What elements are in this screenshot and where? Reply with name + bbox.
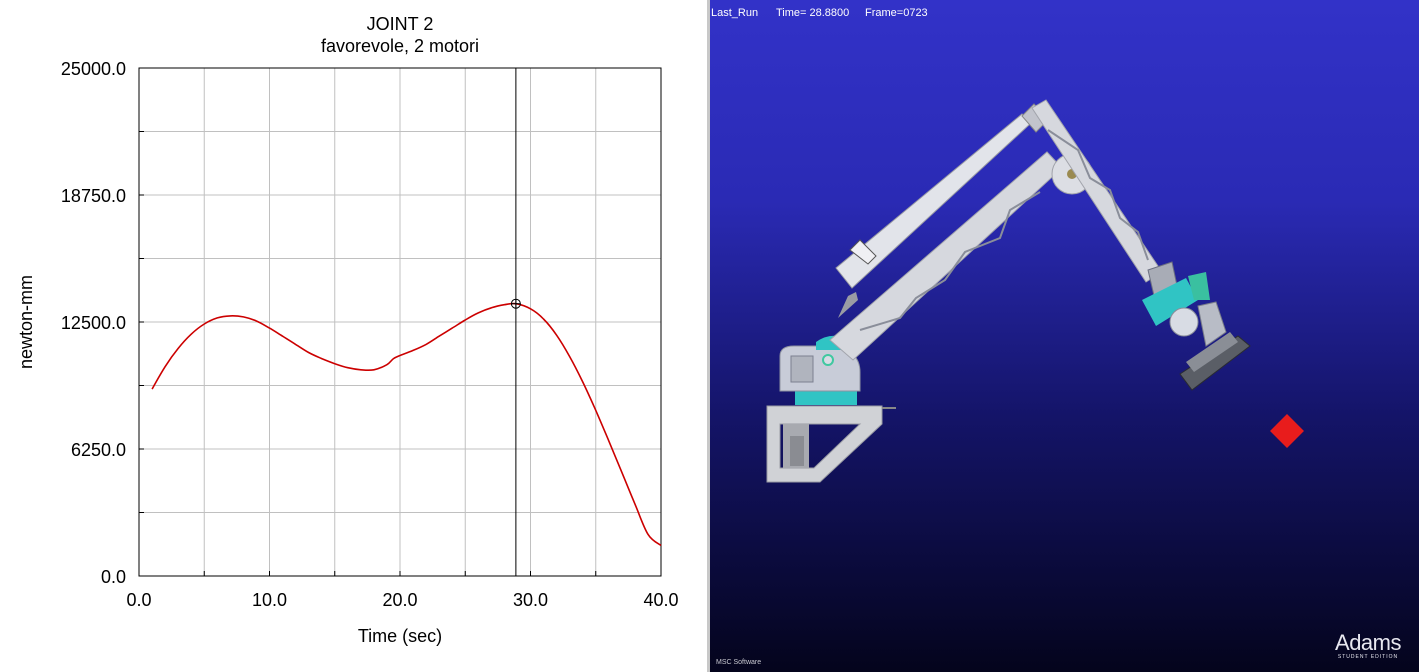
x-axis-label: Time (sec)	[358, 626, 442, 646]
robot-arm-model[interactable]	[710, 0, 1419, 672]
run-name-label: Last_Run	[711, 7, 759, 19]
wrist-assembly[interactable]	[1142, 261, 1251, 391]
brand-name: Adams	[1335, 630, 1401, 655]
y-tick-label: 25000.0	[61, 59, 126, 79]
y-tick-label: 6250.0	[71, 440, 126, 460]
chart-title: JOINT 2	[367, 14, 434, 34]
y-axis-label: newton-mm	[16, 275, 36, 369]
y-tick-label: 0.0	[101, 567, 126, 587]
upper-boom[interactable]	[1031, 99, 1163, 283]
y-tick-labels: 0.0 6250.0 12500.0 18750.0 25000.0	[61, 59, 126, 587]
cursor-marker[interactable]	[510, 298, 521, 309]
y-tick-label: 12500.0	[61, 313, 126, 333]
axis-ticks	[138, 67, 662, 577]
brand-edition: STUDENT EDITION	[1337, 654, 1399, 660]
animation-viewport[interactable]: Last_Run Time= 28.8800 Frame=0723	[710, 0, 1419, 672]
vendor-logo: MSC Software	[716, 659, 761, 666]
brand-logo: Adams STUDENT EDITION	[1335, 630, 1401, 661]
plot-panel[interactable]: JOINT 2 favorevole, 2 motori 0.0 10.0 20.0…	[0, 0, 707, 672]
target-block[interactable]	[1270, 414, 1304, 448]
series-line	[151, 302, 662, 547]
base-pedestal[interactable]	[766, 405, 896, 483]
x-tick-label: 40.0	[643, 590, 678, 610]
x-tick-label: 30.0	[513, 590, 548, 610]
x-tick-label: 20.0	[382, 590, 417, 610]
x-tick-label: 0.0	[126, 590, 151, 610]
frame-readout: Frame=0723	[865, 7, 928, 19]
line-chart[interactable]: JOINT 2 favorevole, 2 motori 0.0 10.0 20.0…	[0, 0, 707, 672]
x-tick-labels: 0.0 10.0 20.0 30.0 40.0	[126, 590, 678, 610]
panel-divider[interactable]	[707, 0, 710, 672]
time-readout: Time= 28.8800	[776, 7, 850, 19]
y-tick-label: 18750.0	[61, 186, 126, 206]
chart-subtitle: favorevole, 2 motori	[321, 36, 479, 56]
x-tick-label: 10.0	[252, 590, 287, 610]
hydraulic-cylinder[interactable]	[835, 103, 1049, 318]
grid	[139, 68, 661, 576]
vendor-logo-text: MSC Software	[716, 659, 762, 666]
